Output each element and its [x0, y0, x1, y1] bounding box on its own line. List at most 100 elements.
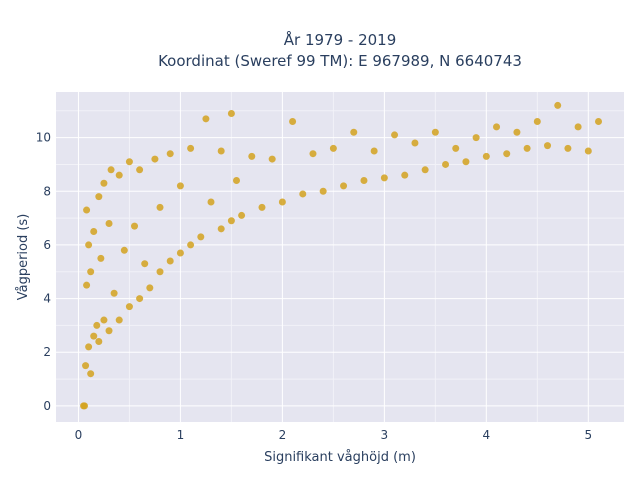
scatter-point	[442, 160, 450, 168]
scatter-point	[319, 187, 327, 195]
scatter-point	[115, 316, 123, 324]
scatter-point	[100, 179, 108, 187]
chart-title-line-2: Koordinat (Sweref 99 TM): E 967989, N 66…	[158, 52, 522, 70]
scatter-point	[81, 402, 89, 410]
scatter-point	[544, 142, 552, 150]
x-tick-label: 5	[584, 428, 592, 442]
scatter-point	[503, 150, 511, 158]
scatter-point	[360, 177, 368, 185]
scatter-point	[227, 217, 235, 225]
scatter-point	[401, 171, 409, 179]
scatter-point	[83, 281, 91, 289]
scatter-points	[80, 101, 603, 410]
scatter-point	[197, 233, 205, 241]
scatter-point	[87, 268, 95, 276]
y-tick-label: 0	[43, 399, 51, 413]
scatter-point	[115, 171, 123, 179]
scatter-point	[227, 109, 235, 117]
y-tick-label: 8	[43, 184, 51, 198]
scatter-point	[289, 118, 297, 126]
scatter-point	[258, 203, 266, 211]
scatter-point	[202, 115, 210, 123]
scatter-point	[238, 211, 246, 219]
scatter-point	[166, 150, 174, 158]
scatter-point	[217, 225, 225, 233]
scatter-point	[176, 182, 184, 190]
scatter-point	[131, 222, 139, 230]
x-tick-label: 0	[75, 428, 83, 442]
y-tick-label: 2	[43, 345, 51, 359]
scatter-point	[156, 268, 164, 276]
x-tick-label: 1	[177, 428, 185, 442]
scatter-point	[299, 190, 307, 198]
scatter-point	[340, 182, 348, 190]
scatter-point	[595, 118, 603, 126]
scatter-point	[105, 219, 113, 227]
scatter-point	[93, 321, 101, 329]
scatter-point	[97, 254, 105, 262]
scatter-point	[110, 289, 118, 297]
scatter-point	[482, 152, 490, 160]
scatter-point	[125, 303, 133, 311]
x-tick-label: 3	[381, 428, 389, 442]
scatter-point	[176, 249, 184, 257]
scatter-point	[120, 246, 128, 254]
scatter-point	[85, 241, 93, 249]
scatter-point	[574, 123, 582, 131]
scatter-point	[248, 152, 256, 160]
scatter-point	[268, 155, 276, 163]
scatter-point	[83, 206, 91, 214]
scatter-point	[523, 144, 531, 152]
scatter-point	[329, 144, 337, 152]
scatter-point	[85, 343, 93, 351]
scatter-point	[533, 118, 541, 126]
scatter-point	[278, 198, 286, 206]
scatter-point	[90, 228, 98, 236]
scatter-point	[207, 198, 215, 206]
scatter-point	[391, 131, 399, 139]
y-tick-label: 6	[43, 238, 51, 252]
scatter-point	[136, 166, 144, 174]
grid-layer	[56, 92, 624, 422]
scatter-point	[411, 139, 419, 147]
scatter-point	[90, 332, 98, 340]
scatter-point	[462, 158, 470, 166]
y-tick-label: 4	[43, 292, 51, 306]
scatter-point	[146, 284, 154, 292]
scatter-point	[370, 147, 378, 155]
scatter-point	[100, 316, 108, 324]
scatter-point	[513, 128, 521, 136]
chart-title-line-1: År 1979 - 2019	[284, 30, 397, 49]
scatter-point	[421, 166, 429, 174]
scatter-point	[472, 134, 480, 142]
scatter-point	[554, 101, 562, 109]
scatter-point	[87, 370, 95, 378]
scatter-point	[232, 177, 240, 185]
scatter-point	[151, 155, 159, 163]
scatter-point	[431, 128, 439, 136]
scatter-point	[136, 295, 144, 303]
scatter-point	[95, 338, 103, 346]
scatter-point	[105, 327, 113, 335]
x-tick-label: 2	[279, 428, 287, 442]
x-tick-label: 4	[483, 428, 491, 442]
scatter-point	[584, 147, 592, 155]
scatter-point	[95, 193, 103, 201]
scatter-point	[156, 203, 164, 211]
plot-area	[56, 92, 624, 422]
scatter-point	[82, 362, 90, 370]
scatter-point	[107, 166, 115, 174]
scatter-point	[125, 158, 133, 166]
scatter-point	[564, 144, 572, 152]
scatter-point	[452, 144, 460, 152]
scatter-point	[309, 150, 317, 158]
scatter-point	[187, 241, 195, 249]
scatter-point	[141, 260, 149, 268]
y-tick-label: 10	[36, 131, 51, 145]
scatter-point	[187, 144, 195, 152]
scatter-point	[350, 128, 358, 136]
tick-labels: 0 1 2 3 4 5 0 2 4 6 8 10	[36, 131, 592, 442]
y-axis-title: Vågperiod (s)	[16, 214, 31, 301]
